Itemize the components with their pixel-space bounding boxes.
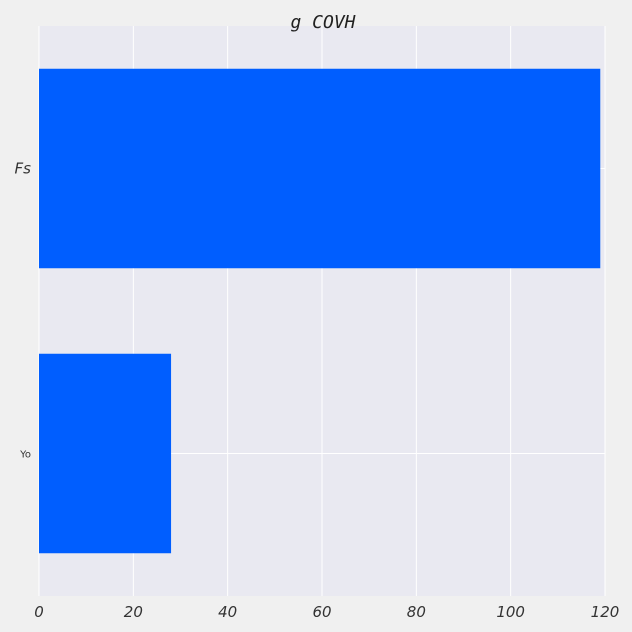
x-tick-label: 60 <box>312 603 331 621</box>
x-tick-label: 40 <box>218 603 237 621</box>
category-label-fs: Fs <box>15 160 32 178</box>
x-tick-label: 80 <box>407 603 426 621</box>
y-category-labels: Fs Yo <box>15 160 32 461</box>
category-label-yo: Yo <box>19 450 31 461</box>
x-tick-label: 0 <box>34 603 44 621</box>
bar-layer <box>39 68 601 554</box>
chart-title: g COVH <box>290 12 355 33</box>
x-tick-label: 20 <box>124 603 143 621</box>
x-tick-label: 100 <box>496 603 525 621</box>
x-tick-labels: 0 20 40 60 80 100 120 <box>34 603 619 621</box>
bar-fs <box>39 68 601 269</box>
x-tick-label: 120 <box>591 603 620 621</box>
bar-yo <box>39 353 172 554</box>
